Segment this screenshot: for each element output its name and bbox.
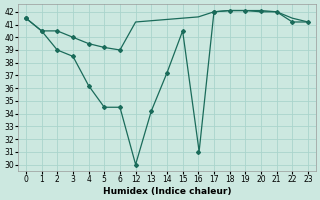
X-axis label: Humidex (Indice chaleur): Humidex (Indice chaleur) [103,187,231,196]
